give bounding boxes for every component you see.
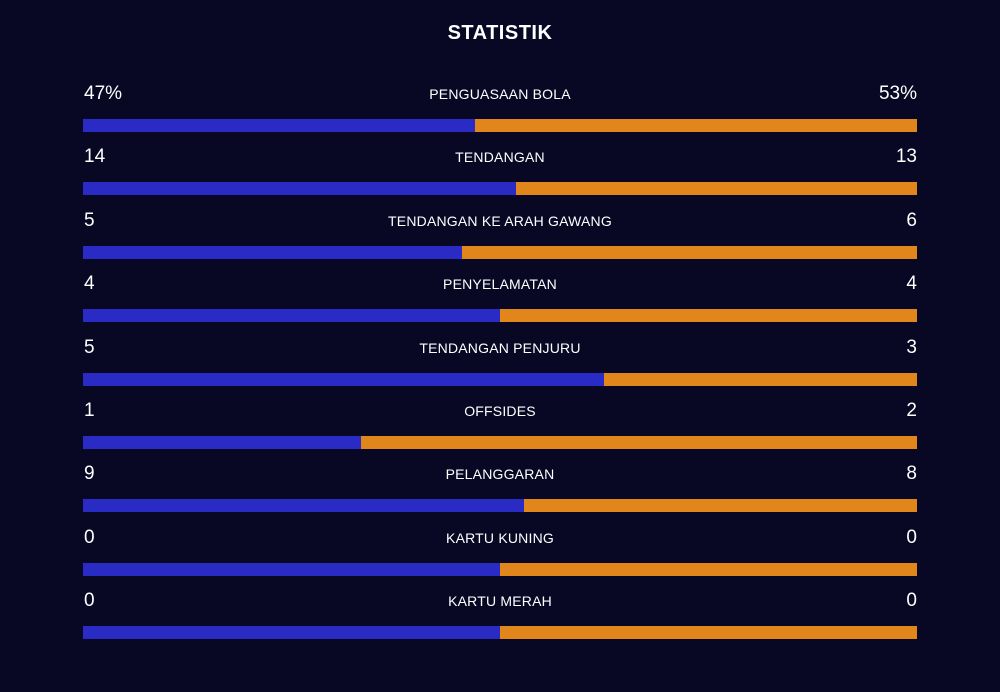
stat-row-corners: 5 TENDANGAN PENJURU 3	[83, 334, 917, 397]
away-value: 8	[906, 463, 917, 485]
home-value: 4	[84, 273, 95, 295]
home-value: 1	[84, 399, 95, 421]
stat-row-shots-on-target: 5 TENDANGAN KE ARAH GAWANG 6	[83, 207, 917, 270]
stat-row-saves: 4 PENYELAMATAN 4	[83, 270, 917, 333]
away-bar-fill	[474, 119, 917, 132]
stat-label: OFFSIDES	[464, 402, 536, 419]
away-bar-fill	[500, 626, 917, 640]
home-value: 9	[84, 463, 95, 485]
comparison-bar	[83, 309, 917, 323]
away-value: 0	[906, 526, 917, 548]
away-value: 4	[906, 273, 917, 295]
home-bar-fill	[83, 626, 500, 640]
away-value: 6	[906, 209, 917, 231]
home-value: 14	[84, 146, 106, 168]
stat-label: PENYELAMATAN	[443, 276, 557, 293]
stat-row-shots: 14 TENDANGAN 13	[83, 143, 917, 206]
away-bar-fill	[360, 435, 917, 449]
home-bar-fill	[83, 435, 361, 449]
stat-label: TENDANGAN	[455, 149, 545, 166]
away-value: 3	[906, 336, 917, 358]
comparison-bar	[83, 562, 917, 576]
stat-label: PENGUASAAN BOLA	[429, 86, 571, 102]
stat-row-fouls: 9 PELANGGARAN 8	[83, 460, 917, 523]
home-bar-fill	[83, 372, 605, 386]
home-bar-fill	[83, 182, 516, 196]
comparison-bar	[83, 372, 917, 386]
away-bar-fill	[604, 372, 917, 386]
stat-label: KARTU MERAH	[448, 593, 552, 610]
home-value: 47%	[84, 83, 123, 104]
comparison-bar	[83, 182, 917, 196]
comparison-bar	[83, 435, 917, 449]
home-bar-fill	[83, 309, 500, 323]
away-value: 2	[906, 399, 917, 421]
stat-label: KARTU KUNING	[446, 529, 554, 546]
stat-label: TENDANGAN PENJURU	[419, 339, 581, 356]
comparison-bar	[83, 119, 917, 132]
stat-row-possession: 47% PENGUASAAN BOLA 53%	[83, 80, 917, 143]
home-value: 0	[84, 526, 95, 548]
comparison-bar	[83, 626, 917, 640]
away-value: 13	[895, 146, 917, 168]
comparison-bar	[83, 499, 917, 513]
home-bar-fill	[83, 245, 463, 259]
stat-row-offsides: 1 OFFSIDES 2	[83, 397, 917, 460]
stat-label: PELANGGARAN	[445, 466, 555, 483]
away-bar-fill	[462, 245, 917, 259]
comparison-bar	[83, 245, 917, 259]
stat-label: TENDANGAN KE ARAH GAWANG	[388, 212, 612, 229]
stat-row-yellow-cards: 0 KARTU KUNING 0	[83, 524, 917, 587]
stats-list: 47% PENGUASAAN BOLA 53% 14 TENDANGAN 13 …	[83, 80, 917, 651]
page-title: STATISTIK	[447, 22, 553, 44]
home-bar-fill	[83, 562, 500, 576]
home-bar-fill	[83, 119, 475, 132]
away-bar-fill	[500, 309, 917, 323]
home-value: 5	[84, 209, 95, 231]
home-value: 5	[84, 336, 95, 358]
away-bar-fill	[500, 562, 917, 576]
away-bar-fill	[515, 182, 917, 196]
stat-row-red-cards: 0 KARTU MERAH 0	[83, 587, 917, 650]
home-bar-fill	[83, 499, 525, 513]
away-bar-fill	[524, 499, 917, 513]
away-value: 0	[906, 590, 917, 612]
away-value: 53%	[878, 83, 917, 104]
home-value: 0	[84, 590, 95, 612]
